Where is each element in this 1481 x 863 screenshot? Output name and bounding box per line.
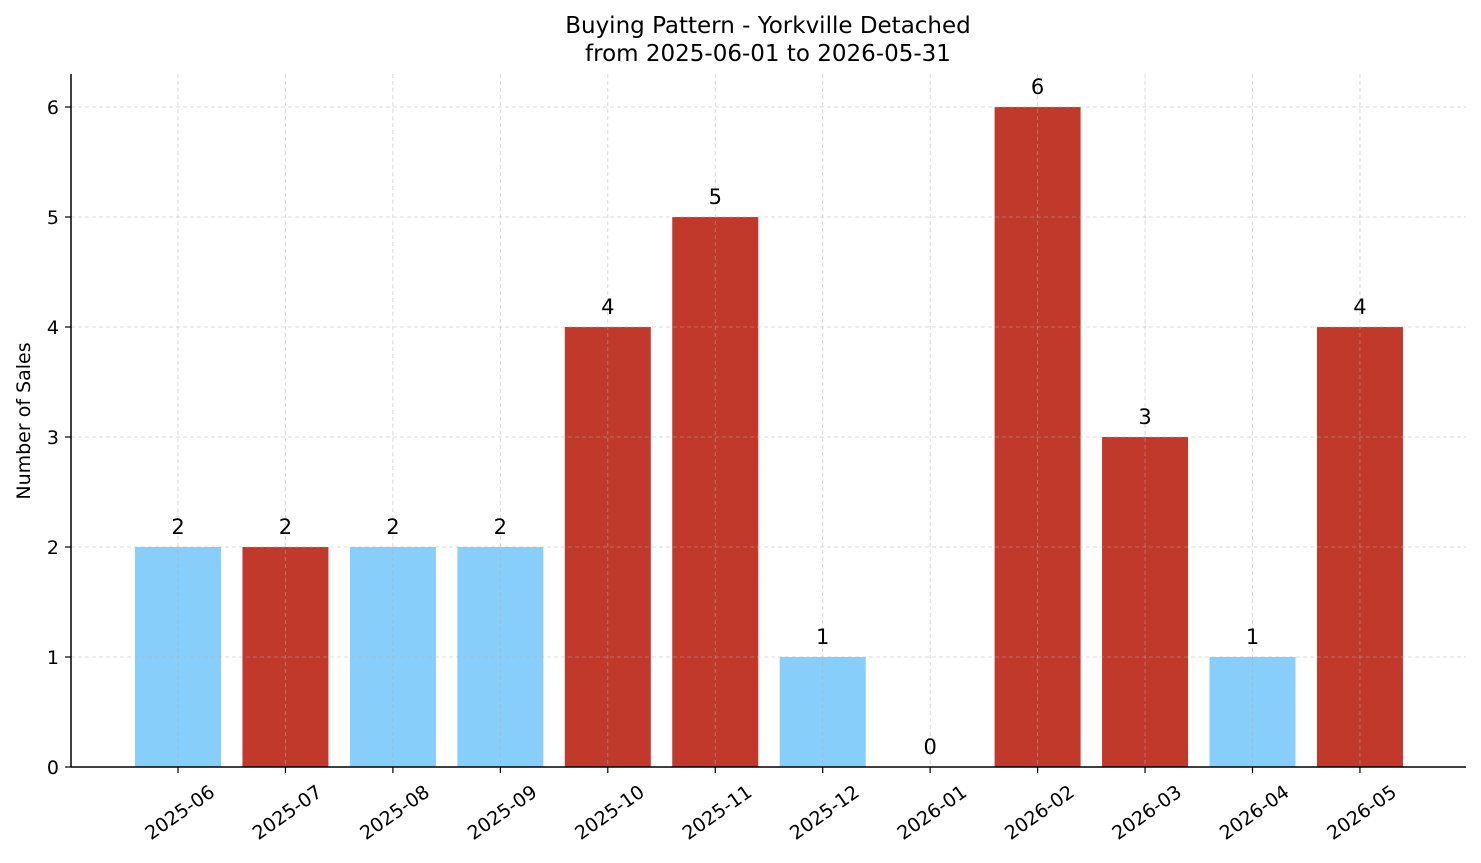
data-label: 1 (816, 625, 829, 649)
x-tick-label: 2026-05 (1323, 781, 1401, 845)
x-tick-label: 2026-03 (1108, 781, 1186, 845)
data-label: 5 (709, 185, 722, 209)
x-tick-label: 2025-10 (571, 781, 649, 845)
data-label: 6 (1031, 75, 1044, 99)
data-label: 2 (494, 515, 507, 539)
y-tick-label: 5 (47, 207, 59, 229)
x-tick-label: 2026-02 (1001, 781, 1079, 845)
data-label: 4 (1353, 295, 1366, 319)
x-tick-label: 2025-09 (464, 781, 542, 845)
y-tick-label: 6 (47, 97, 59, 119)
y-tick-label: 1 (47, 647, 59, 669)
y-tick-label: 3 (47, 427, 59, 449)
x-tick-label: 2025-12 (786, 781, 864, 845)
y-tick-label: 0 (47, 757, 59, 779)
x-tick-label: 2026-01 (893, 781, 971, 845)
data-label: 2 (279, 515, 292, 539)
x-tick-label: 2025-06 (141, 781, 219, 845)
data-label: 1 (1246, 625, 1259, 649)
chart-subtitle: from 2025-06-01 to 2026-05-31 (585, 41, 951, 67)
axes-layer (65, 74, 1466, 773)
y-axis-label: Number of Sales (13, 342, 35, 499)
y-tick-label: 4 (47, 317, 59, 339)
x-tick-label: 2025-08 (356, 781, 434, 845)
data-label: 4 (601, 295, 614, 319)
x-tick-label: 2026-04 (1216, 781, 1294, 845)
x-tick-label: 2025-11 (678, 781, 756, 845)
x-tick-label: 2025-07 (249, 781, 327, 845)
y-tick-label: 2 (47, 537, 59, 559)
chart-title: Buying Pattern - Yorkville Detached (565, 13, 971, 39)
data-label: 2 (171, 515, 184, 539)
data-label: 3 (1138, 405, 1151, 429)
data-label: 0 (923, 735, 936, 759)
data-label: 2 (386, 515, 399, 539)
